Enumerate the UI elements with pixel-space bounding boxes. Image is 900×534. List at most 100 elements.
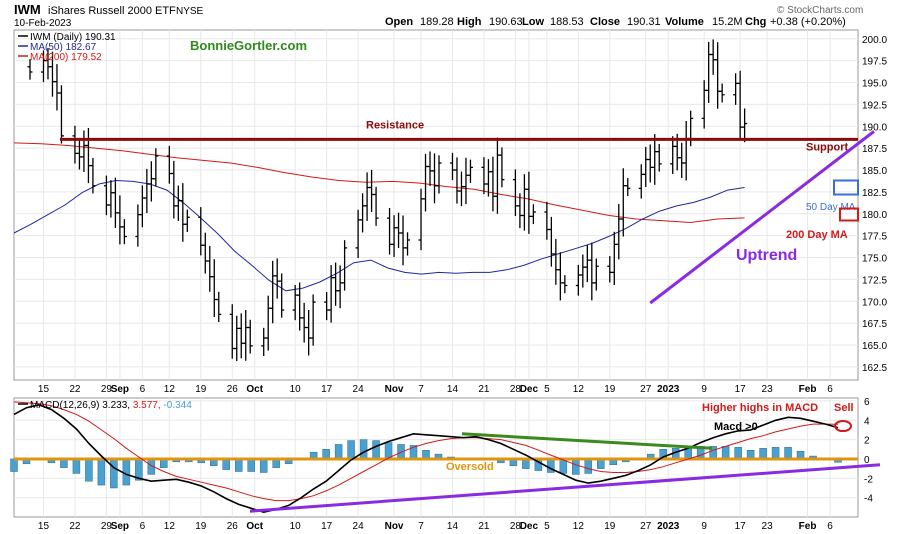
price-bar — [148, 161, 154, 202]
x-tick-label: 26 — [227, 384, 239, 395]
low-label: Low — [522, 16, 544, 28]
price-bar — [548, 216, 554, 267]
macd-histogram-bar — [584, 458, 593, 474]
price-bar — [467, 159, 473, 183]
price-bar — [544, 201, 550, 240]
price-bar — [54, 64, 60, 111]
macd-tick-label: 6 — [864, 397, 870, 408]
macd-tick-label: 0 — [864, 455, 870, 466]
price-bar — [306, 310, 312, 356]
macd-histogram-bar — [771, 447, 780, 460]
macd-x-tick-label: 24 — [353, 521, 365, 532]
price-bar — [575, 264, 581, 296]
chg-value: +0.38 (+0.20%) — [770, 16, 846, 28]
uptrend-line — [649, 130, 875, 305]
x-tick-label: Oct — [246, 384, 263, 395]
price-bar — [229, 304, 235, 359]
macd-x-tick-label: 19 — [604, 521, 616, 532]
price-bar — [387, 207, 393, 255]
macd-tick-label: 4 — [864, 416, 870, 427]
x-tick-label: 12 — [573, 384, 585, 395]
macd-x-tick-label: 14 — [447, 521, 459, 532]
x-tick-label: 17 — [735, 384, 747, 395]
exchange: NYSE — [176, 6, 204, 17]
macd-legend-signal: 3.577, — [133, 400, 164, 411]
ma50-marker — [833, 179, 859, 196]
macd-histogram-bar — [122, 458, 131, 486]
price-bar — [715, 42, 721, 109]
macd-histogram-bar — [721, 446, 730, 460]
price-bar — [499, 147, 505, 188]
macd-x-tick-label: 17 — [735, 521, 747, 532]
macd-x-tick-label: 19 — [195, 521, 207, 532]
macd-x-tick-label: 6 — [140, 521, 146, 532]
price-bar — [512, 169, 518, 217]
x-tick-label: 19 — [604, 384, 616, 395]
macd-histogram-bar — [784, 447, 792, 460]
price-bar — [463, 157, 469, 205]
high-value: 190.63 — [489, 16, 523, 28]
price-bar — [261, 327, 267, 357]
macd-histogram-bar — [97, 458, 106, 486]
price-bar — [103, 175, 109, 216]
price-bar — [27, 59, 33, 80]
price-bar — [274, 258, 280, 299]
resistance-label: Resistance — [366, 119, 424, 131]
x-tick-label: 29 — [101, 384, 113, 395]
price-tick-label: 182.5 — [862, 188, 887, 199]
price-tick-label: 175.0 — [862, 254, 887, 265]
price-bar — [517, 193, 523, 229]
price-bar — [355, 209, 361, 259]
macd-histogram-bar — [372, 440, 380, 460]
price-bar — [737, 70, 743, 140]
price-bar — [243, 310, 249, 361]
price-tick-label: 170.0 — [862, 297, 887, 308]
price-bar — [396, 212, 402, 249]
macd-histogram-bar — [234, 458, 243, 472]
x-tick-label: 17 — [321, 384, 333, 395]
price-bar — [427, 151, 433, 186]
price-bar — [108, 180, 114, 218]
price-bar — [562, 275, 568, 294]
price-bar — [485, 159, 491, 197]
macd-x-tick-label: 22 — [69, 521, 81, 532]
x-tick-label: 2023 — [657, 384, 680, 395]
volume-value: 15.2M — [712, 16, 743, 28]
price-bar — [175, 185, 181, 221]
macd-x-tick-label: Feb — [799, 521, 817, 532]
macd-x-tick-label: 6 — [827, 521, 833, 532]
price-bar — [85, 128, 91, 184]
macd-legend: MACD(12,26,9) 3.233, 3.577, -0.344 — [30, 400, 192, 411]
legend-ma200: MA(200) 179.52 — [30, 52, 102, 63]
macd-x-tick-label: 10 — [290, 521, 302, 532]
open-label: Open — [385, 16, 413, 28]
price-bar — [652, 134, 658, 185]
uptrend-label: Uptrend — [736, 247, 797, 264]
price-tick-label: 172.5 — [862, 275, 887, 286]
price-bar — [121, 219, 127, 245]
macd-histogram-bar — [110, 458, 118, 489]
ma50-tag: 50 Day MA — [806, 202, 856, 213]
price-tick-label: 177.5 — [862, 232, 887, 243]
price-tick-label: 197.5 — [862, 57, 887, 68]
macd-x-tick-label: 9 — [701, 521, 707, 532]
x-tick-label: 14 — [447, 384, 459, 395]
macd-histogram-bar — [347, 440, 355, 460]
macd-x-tick-label: 21 — [478, 521, 490, 532]
price-tick-label: 200.0 — [862, 35, 887, 46]
macd-legend-hist: -0.344 — [163, 400, 192, 411]
macd-x-tick-label: Nov — [385, 521, 404, 532]
price-bar — [584, 245, 590, 283]
sell-label: Sell — [834, 402, 854, 414]
price-bar — [90, 157, 96, 194]
price-bar — [733, 73, 739, 105]
price-bar — [342, 240, 348, 291]
x-tick-label: 28 — [510, 384, 522, 395]
macd-histogram-bar — [222, 458, 230, 470]
price-tick-label: 180.0 — [862, 210, 887, 221]
price-bar — [742, 108, 748, 143]
macd-x-tick-label: 27 — [640, 521, 652, 532]
chg-label: Chg — [745, 16, 766, 28]
price-tick-label: 185.0 — [862, 166, 887, 177]
